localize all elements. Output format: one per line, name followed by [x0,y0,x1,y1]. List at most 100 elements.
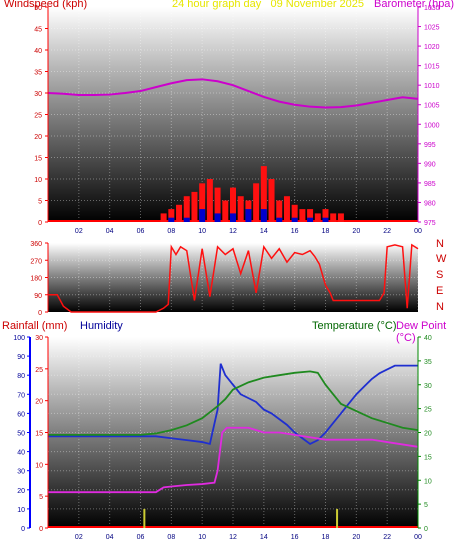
wind-bar [338,213,344,222]
x-tick-label-top: 10 [198,228,206,235]
rainfall-bar [336,509,338,528]
x-tick-label-bottom: 04 [106,534,114,541]
baro-tick-label: 995 [424,142,436,149]
x-tick-label-bottom: 12 [229,534,237,541]
baro-tick-label: 1015 [424,64,440,71]
wind-tick-label: 15 [34,156,42,163]
wind-bar [276,218,282,222]
wind-bar [222,201,228,223]
humidity-label: Humidity [80,320,123,332]
baro-tick-label: 985 [424,181,436,188]
temp-tick-label: 10 [424,478,432,485]
baro-tick-label: 975 [424,220,436,227]
x-tick-label-top: 16 [291,228,299,235]
rain-tick-label: 20 [35,399,43,406]
x-tick-label-bottom: 14 [260,534,268,541]
x-tick-label-bottom: 18 [322,534,330,541]
wind-tick-label: 30 [34,91,42,98]
barometer-label: Barometer (hpa) [374,0,454,10]
wind-tick-label: 40 [34,48,42,55]
baro-tick-label: 1005 [424,103,440,110]
compass-e: E [436,285,443,297]
wind-bar [315,213,321,222]
humidity-tick-label: 30 [17,469,25,476]
temperature-label: Temperature (°C) [312,320,396,332]
rain-tick-label: 30 [35,335,43,342]
temp-tick-label: 30 [424,383,432,390]
humidity-tick-label: 80 [17,373,25,380]
x-tick-label-top: 04 [106,228,114,235]
x-tick-label-top: 18 [322,228,330,235]
compass-w: W [436,253,446,265]
baro-tick-label: 990 [424,161,436,168]
baro-tick-label: 1025 [424,25,440,32]
baro-tick-label: 1000 [424,122,440,129]
wind-tick-label: 45 [34,27,42,34]
wind-bar [230,213,236,222]
temp-tick-label: 15 [424,454,432,461]
humidity-tick-label: 50 [17,431,25,438]
x-tick-label-top: 20 [352,228,360,235]
rain-tick-label: 15 [35,431,43,438]
baro-tick-label: 1020 [424,44,440,51]
wind-tick-label: 5 [38,199,42,206]
x-tick-label-top: 02 [75,228,83,235]
baro-tick-label: 1010 [424,83,440,90]
x-tick-label-top: 08 [167,228,175,235]
temp-tick-label: 5 [424,502,428,509]
wind-tick-label: 25 [34,113,42,120]
x-tick-label-bottom: 02 [75,534,83,541]
wind-bar [307,218,313,222]
x-tick-label-top: 00 [414,228,422,235]
rain-tick-label: 25 [35,367,43,374]
wind-bar [253,183,259,222]
x-tick-label-bottom: 06 [137,534,145,541]
x-tick-label-bottom: 08 [167,534,175,541]
windspeed-label: Windspeed (kph) [4,0,87,10]
x-tick-label-bottom: 10 [198,534,206,541]
rainfall-bar [143,509,145,528]
temp-tick-label: 20 [424,431,432,438]
panel-bg-direction [48,243,418,312]
wind-bar [292,218,298,222]
wind-bar [238,196,244,222]
humidity-tick-label: 10 [17,507,25,514]
compass-n-top: N [436,238,444,250]
x-tick-label-top: 12 [229,228,237,235]
wind-bar [161,213,167,222]
wind-tick-label: 20 [34,134,42,141]
compass-s: S [436,269,443,281]
wind-bar [299,209,305,222]
rainfall-label: Rainfall (mm) [2,320,67,332]
humidity-tick-label: 100 [13,335,25,342]
wind-bar [215,213,221,222]
rain-tick-label: 10 [35,462,43,469]
x-tick-label-bottom: 16 [291,534,299,541]
wind-bar [207,179,213,222]
dewpoint-label: Dew Point (°C) [396,320,466,344]
x-tick-label-top: 22 [383,228,391,235]
wind-tick-label: 0 [38,220,42,227]
wind-bar [261,209,267,222]
humidity-tick-label: 70 [17,392,25,399]
humidity-tick-label: 60 [17,411,25,418]
temp-tick-label: 0 [424,526,428,533]
wind-bar [269,179,275,222]
wind-bar [284,196,290,222]
wind-bar [191,192,197,222]
x-tick-label-bottom: 20 [352,534,360,541]
wind-bar [330,213,336,222]
x-tick-label-bottom: 22 [383,534,391,541]
compass-n-bottom: N [436,301,444,313]
x-tick-label-top: 06 [137,228,145,235]
graph-title: 24 hour graph day 09 November 2025 [172,0,364,10]
direction-tick-label: 90 [34,293,42,300]
temp-tick-label: 25 [424,407,432,414]
wind-bar [176,205,182,222]
rain-tick-label: 0 [39,526,43,533]
direction-tick-label: 360 [30,241,42,248]
wind-tick-label: 10 [34,177,42,184]
wind-bar [245,209,251,222]
